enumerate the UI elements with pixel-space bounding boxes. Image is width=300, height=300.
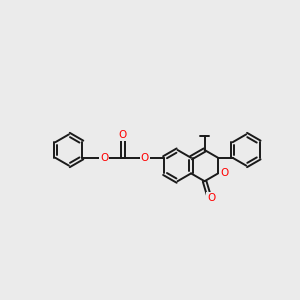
Text: O: O [119, 130, 127, 140]
Text: O: O [220, 168, 228, 178]
Text: O: O [207, 193, 215, 203]
Text: O: O [100, 153, 108, 163]
Text: O: O [141, 153, 149, 163]
